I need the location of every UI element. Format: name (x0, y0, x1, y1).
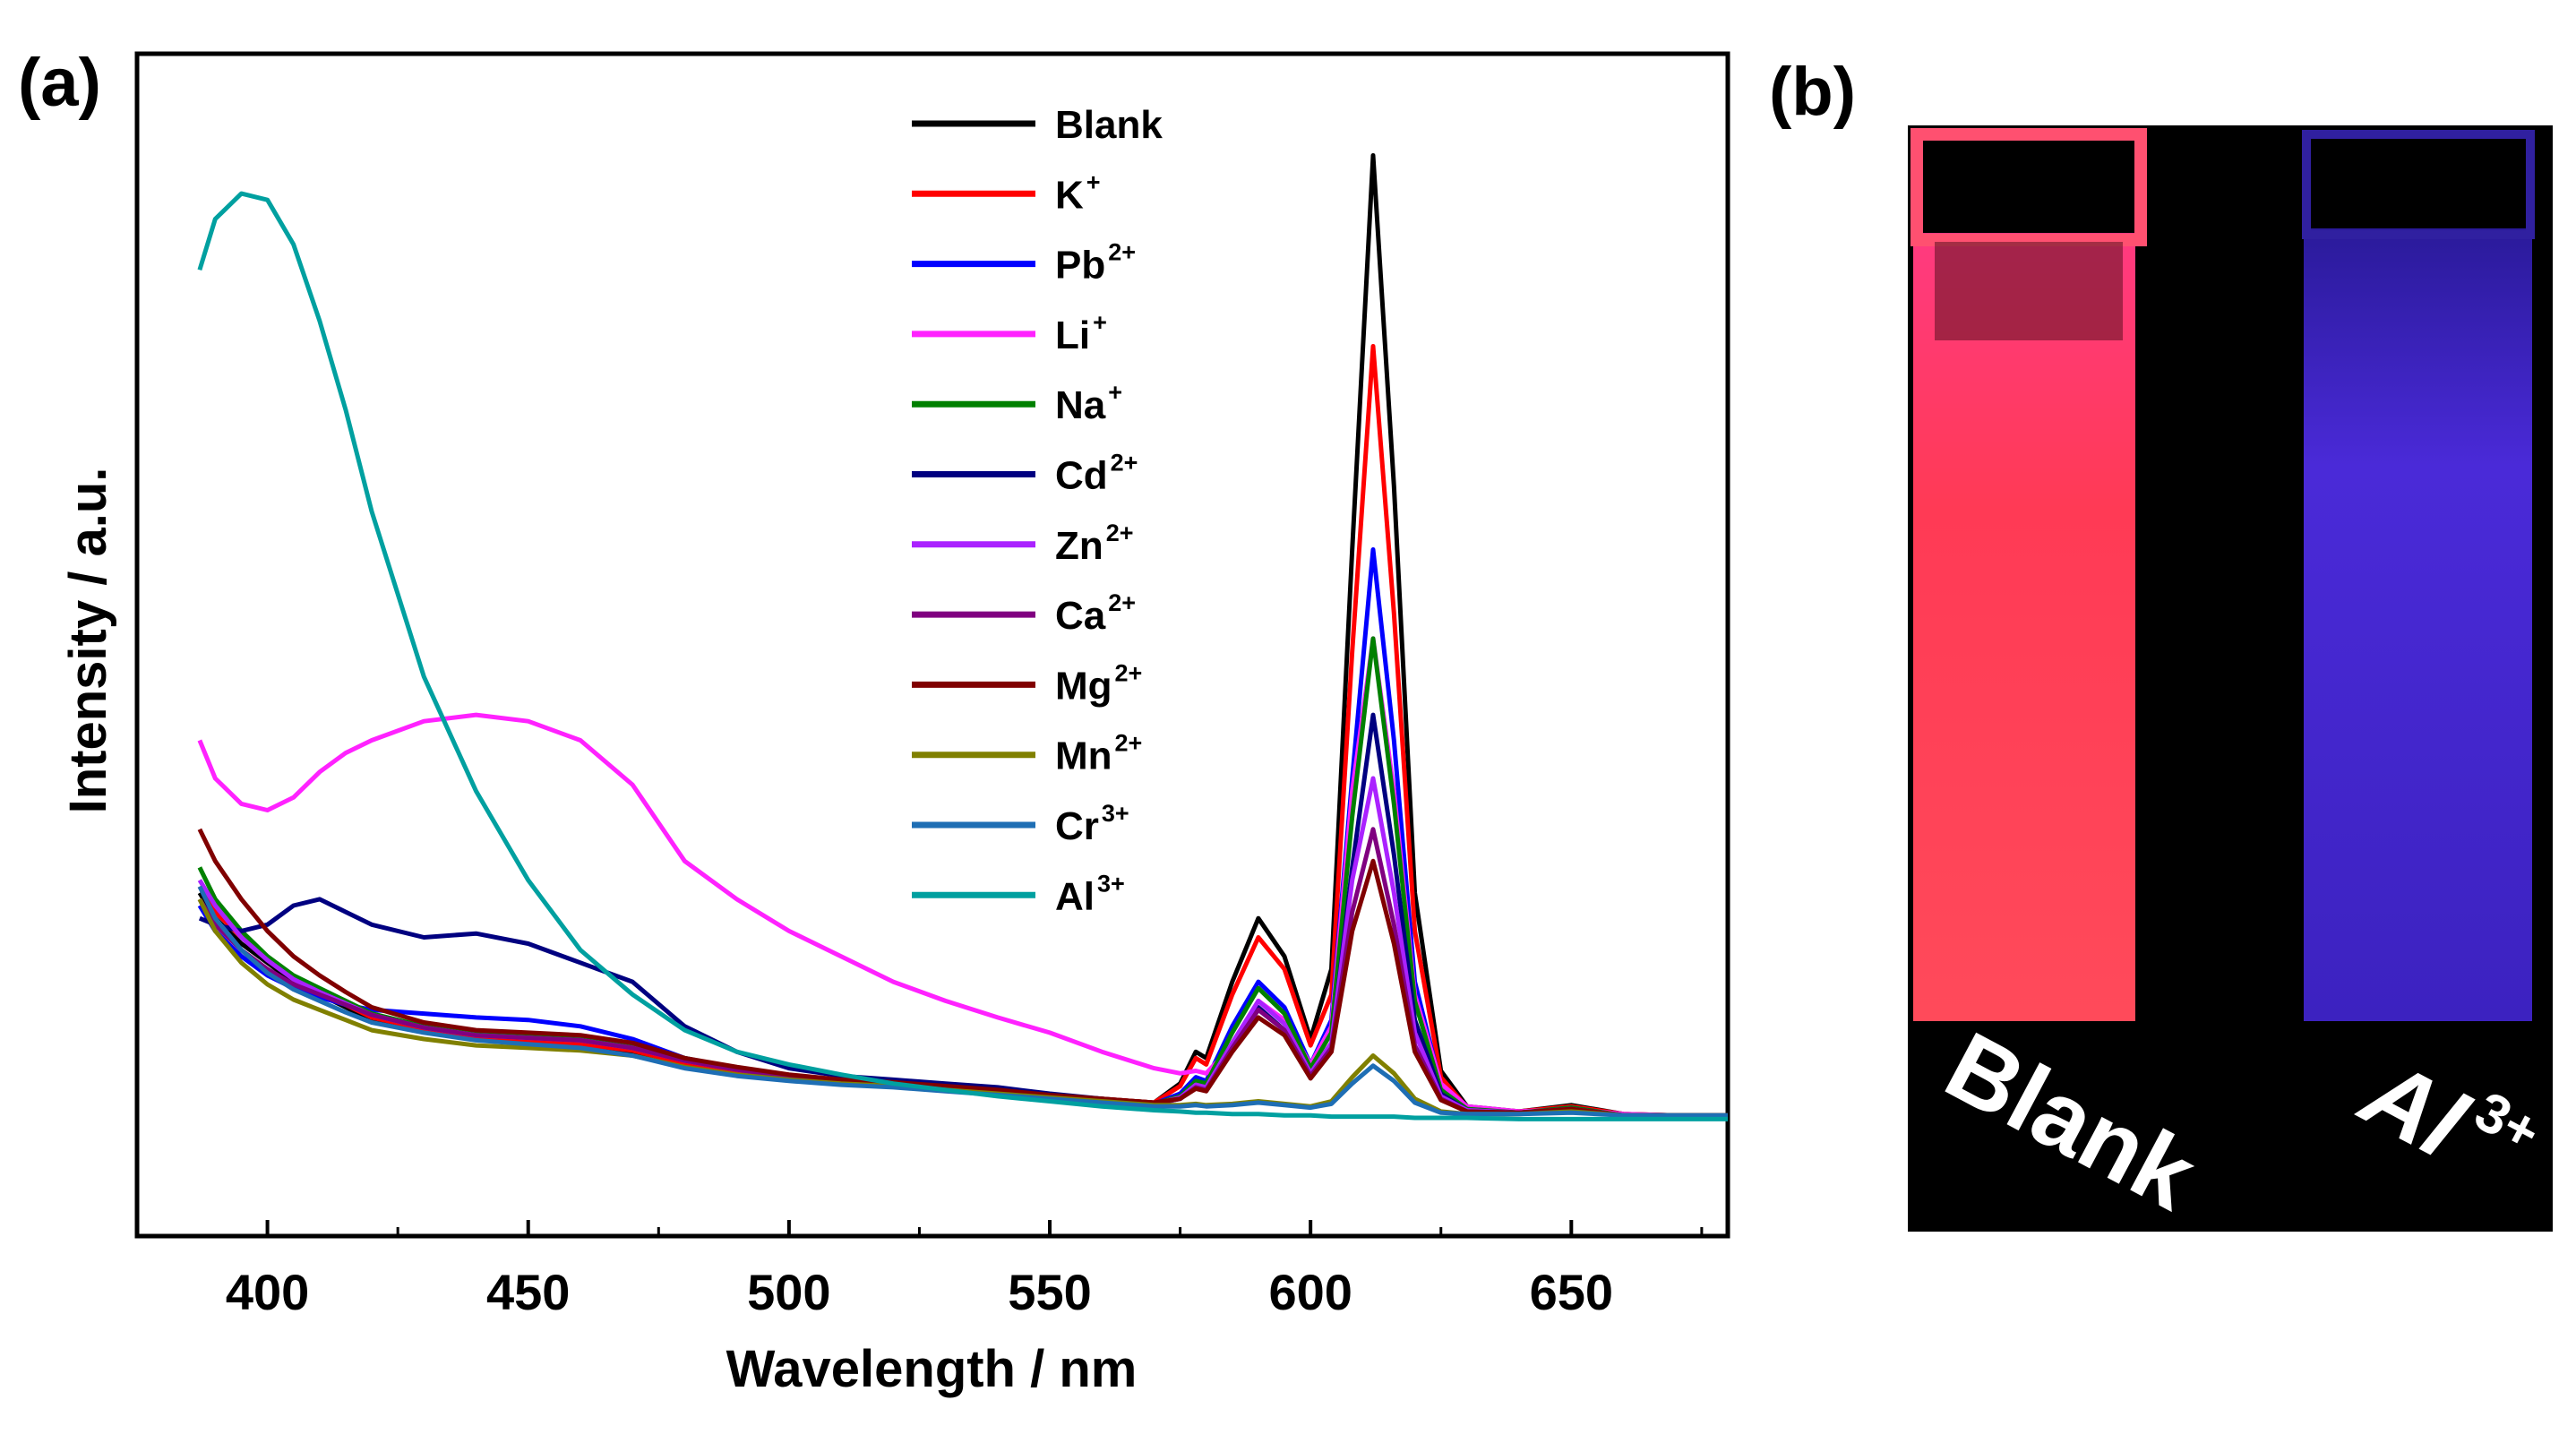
legend-label-cd: Cd (1055, 454, 1108, 498)
legend-sup-zn: 2+ (1106, 520, 1134, 546)
legend-label-cr: Cr (1055, 804, 1099, 848)
x-tick-label-400: 400 (226, 1264, 309, 1320)
legend-sup-cd: 2+ (1111, 450, 1138, 477)
panel-b-label: (b) (1769, 54, 1856, 130)
legend-sup-ca: 2+ (1108, 589, 1136, 616)
legend-sup-na: + (1108, 379, 1122, 406)
x-tick-label-450: 450 (486, 1264, 570, 1320)
panel-a-label: (a) (18, 45, 101, 121)
cuvette-al-glow (2304, 228, 2532, 1021)
series-line-zn (197, 776, 1728, 1118)
legend-label-pb: Pb (1055, 244, 1105, 288)
series-line-na (197, 636, 1728, 1118)
x-axis-title: Wavelength / nm (726, 1340, 1138, 1398)
legend-sup-mn: 2+ (1115, 730, 1143, 757)
series-line-k (197, 344, 1728, 1118)
legend-sup-li: + (1093, 309, 1107, 336)
series-line-cr (197, 885, 1728, 1118)
legend-label-zn: Zn (1055, 524, 1103, 568)
cuvette-blank-cap (1911, 128, 2147, 246)
series-line-cd (198, 712, 1728, 1118)
cuvette-al-cap (2302, 130, 2535, 239)
series-line-ca (197, 827, 1728, 1118)
series-line-al (197, 191, 1728, 1121)
legend-label-mn: Mn (1055, 734, 1112, 778)
legend-label-na: Na (1055, 383, 1106, 427)
legend-label-k: K (1055, 173, 1084, 217)
plot-frame (134, 51, 1730, 1239)
legend-sup-k: + (1086, 168, 1101, 195)
cuvette-blank (1911, 128, 2147, 1021)
y-axis-title: Intensity / a.u. (59, 468, 117, 814)
x-ticks: 400 450 500 550 600 650 (135, 1220, 1704, 1320)
x-tick-label-550: 550 (1008, 1264, 1091, 1320)
cuvette-blank-dark-band (1935, 242, 2123, 340)
legend-sup-cr: 3+ (1102, 800, 1129, 827)
legend-sup-pb: 2+ (1108, 239, 1136, 266)
cuvette-al (2302, 130, 2535, 1021)
cuvette-blank-glow (1913, 233, 2135, 1021)
legend-label-mg: Mg (1055, 664, 1112, 708)
series-line-li (197, 636, 1728, 1118)
series-line-mg (197, 828, 1728, 1118)
legend-label-li: Li (1055, 314, 1090, 357)
legend-sup-mg: 2+ (1115, 659, 1143, 686)
x-tick-label-650: 650 (1530, 1264, 1613, 1320)
legend-label-blank: Blank (1055, 103, 1163, 147)
legend-label-ca: Ca (1055, 594, 1106, 638)
series-line-blank (197, 153, 1728, 1118)
series-layer (197, 153, 1728, 1121)
x-tick-label-500: 500 (747, 1264, 830, 1320)
x-tick-label-600: 600 (1268, 1264, 1352, 1320)
legend-label-al: Al (1055, 874, 1095, 918)
legend-sup-al: 3+ (1097, 870, 1125, 897)
